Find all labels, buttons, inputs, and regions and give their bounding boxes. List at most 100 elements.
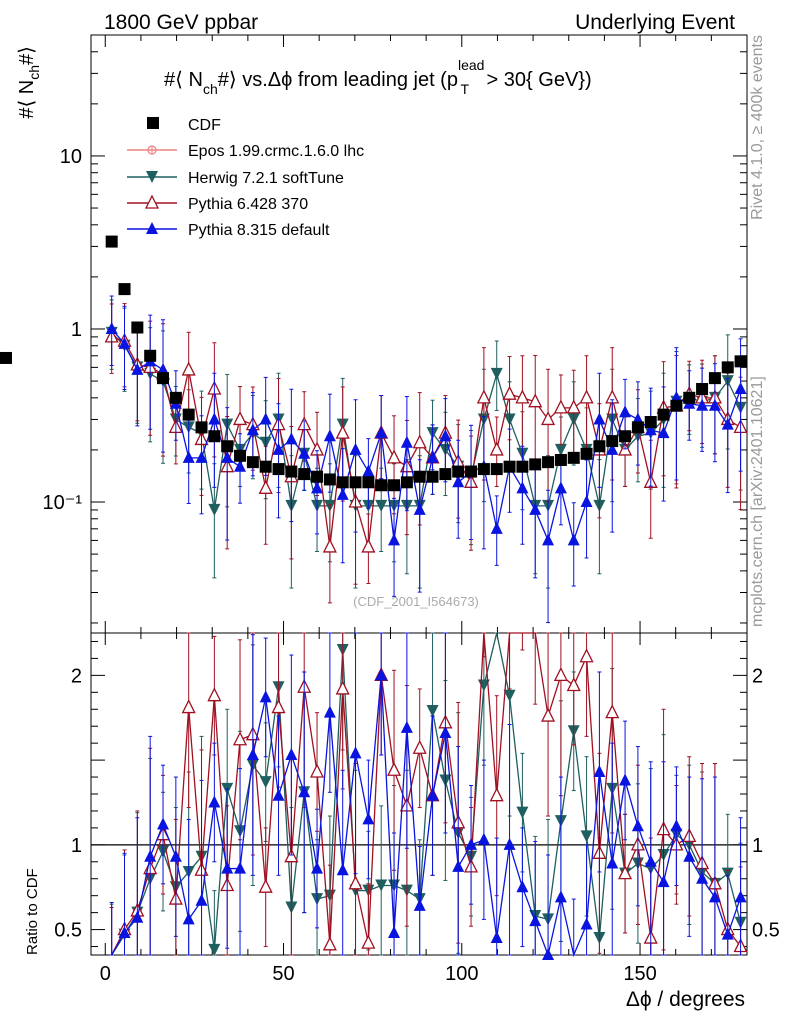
point-cdf bbox=[157, 372, 170, 385]
ratio-point-pythia8 bbox=[336, 863, 349, 876]
point-cdf bbox=[426, 470, 439, 483]
ratio-point-pythia8 bbox=[272, 788, 285, 801]
point-pythia8 bbox=[516, 481, 529, 494]
ratio-point-pythia8 bbox=[593, 764, 606, 777]
point-cdf bbox=[259, 460, 272, 473]
point-pythia8 bbox=[259, 412, 272, 425]
point-pythia8 bbox=[708, 398, 721, 411]
point-pythia6 bbox=[489, 441, 504, 456]
x-tick-label: 100 bbox=[445, 963, 478, 985]
point-cdf bbox=[400, 476, 413, 489]
ratio-point-pythia6 bbox=[605, 704, 620, 719]
ratio-point-pythia6 bbox=[207, 687, 222, 702]
point-cdf bbox=[644, 416, 657, 429]
point-pythia8 bbox=[388, 533, 401, 546]
point-pythia8 bbox=[298, 446, 311, 459]
point-pythia8 bbox=[208, 412, 221, 425]
ratio-point-pythia6 bbox=[181, 699, 196, 714]
marks-layer bbox=[0, 235, 748, 960]
header-right: Underlying Event bbox=[575, 11, 735, 34]
ratio-line-pythia6 bbox=[111, 632, 742, 956]
ratio-point-pythia8 bbox=[683, 849, 696, 862]
point-pythia8 bbox=[490, 521, 503, 534]
point-pythia8 bbox=[375, 426, 388, 439]
ratio-point-pythia8 bbox=[606, 856, 619, 869]
point-pythia8 bbox=[619, 405, 632, 418]
ratio-point-pythia6 bbox=[361, 934, 376, 949]
point-pythia8 bbox=[131, 362, 144, 375]
point-cdf bbox=[683, 391, 696, 404]
ratio-point-pythia8 bbox=[144, 849, 157, 862]
ratio-point-pythia8 bbox=[375, 668, 388, 681]
ratio-point-herwig bbox=[516, 806, 529, 819]
point-pythia8 bbox=[221, 450, 234, 463]
ratio-point-pythia8 bbox=[400, 720, 413, 733]
point-pythia6 bbox=[258, 479, 273, 494]
legend-label-pythia6: Pythia 6.428 370 bbox=[188, 196, 308, 213]
ratio-point-pythia8 bbox=[619, 773, 632, 786]
x-axis-label: Δϕ / degrees bbox=[626, 988, 745, 1011]
ratio-y-axis-label: Ratio to CDF bbox=[24, 868, 41, 955]
ratio-y-tick-label-right: 2 bbox=[752, 665, 763, 687]
point-cdf bbox=[542, 456, 555, 469]
point-pythia8 bbox=[696, 398, 709, 411]
point-cdf bbox=[144, 349, 157, 362]
point-cdf bbox=[567, 451, 580, 464]
ratio-point-pythia6 bbox=[335, 680, 350, 695]
ratio-point-pythia8 bbox=[477, 832, 490, 845]
point-cdf bbox=[554, 453, 567, 466]
ratio-point-pythia6 bbox=[309, 763, 325, 778]
point-cdf bbox=[631, 421, 644, 434]
point-cdf bbox=[529, 458, 542, 471]
point-cdf bbox=[336, 476, 349, 489]
point-pythia6 bbox=[412, 434, 427, 449]
point-cdf bbox=[234, 449, 247, 462]
point-pythia8 bbox=[195, 450, 208, 463]
ratio-point-pythia8 bbox=[259, 690, 272, 703]
ratio-point-pythia8 bbox=[131, 910, 144, 923]
legend-marker-epos bbox=[127, 145, 177, 155]
rivet-label: Rivet 4.1.0, ≥ 400k events bbox=[749, 35, 766, 220]
point-pythia8 bbox=[452, 475, 465, 488]
ratio-point-pythia8 bbox=[221, 861, 234, 874]
ratio-point-pythia8 bbox=[234, 861, 247, 874]
point-pythia8 bbox=[157, 362, 170, 375]
legend-label-herwig: Herwig 7.2.1 softTune bbox=[188, 170, 344, 187]
ratio-point-pythia6 bbox=[489, 787, 504, 802]
point-cdf bbox=[465, 465, 478, 478]
ratio-point-pythia8 bbox=[195, 893, 208, 906]
point-pythia8 bbox=[439, 429, 452, 442]
ratio-point-pythia6 bbox=[618, 865, 633, 880]
ratio-point-pythia8 bbox=[708, 890, 721, 903]
point-cdf bbox=[657, 408, 670, 421]
point-pythia6 bbox=[322, 538, 337, 553]
point-pythia8 bbox=[413, 502, 426, 515]
point-pythia6 bbox=[386, 449, 402, 464]
point-pythia8 bbox=[734, 381, 747, 394]
ratio-point-pythia8 bbox=[580, 917, 593, 930]
ratio-point-pythia6 bbox=[284, 848, 299, 863]
ratio-point-pythia8 bbox=[631, 819, 644, 832]
point-pythia8 bbox=[285, 432, 298, 445]
point-cdf bbox=[721, 361, 734, 374]
point-pythia8 bbox=[272, 442, 285, 455]
point-cdf bbox=[619, 430, 632, 443]
point-pythia6 bbox=[361, 538, 376, 553]
point-pythia8 bbox=[336, 487, 349, 500]
ratio-y-tick-label: 2 bbox=[71, 665, 82, 687]
point-pythia8 bbox=[657, 426, 670, 439]
point-pythia6 bbox=[579, 389, 594, 404]
ratio-point-pythia6 bbox=[232, 731, 248, 746]
ratio-point-pythia8 bbox=[246, 748, 259, 761]
point-cdf bbox=[375, 479, 388, 492]
point-cdf bbox=[0, 351, 12, 364]
point-cdf bbox=[708, 372, 721, 385]
point-pythia8 bbox=[400, 435, 413, 448]
legend-marker-pythia8 bbox=[127, 222, 177, 234]
x-tick-label: 0 bbox=[100, 963, 111, 985]
ratio-point-pythia6 bbox=[348, 875, 363, 890]
point-herwig bbox=[375, 499, 388, 512]
y-tick-label: 10⁻¹ bbox=[43, 492, 83, 514]
x-tick-label: 150 bbox=[623, 963, 656, 985]
